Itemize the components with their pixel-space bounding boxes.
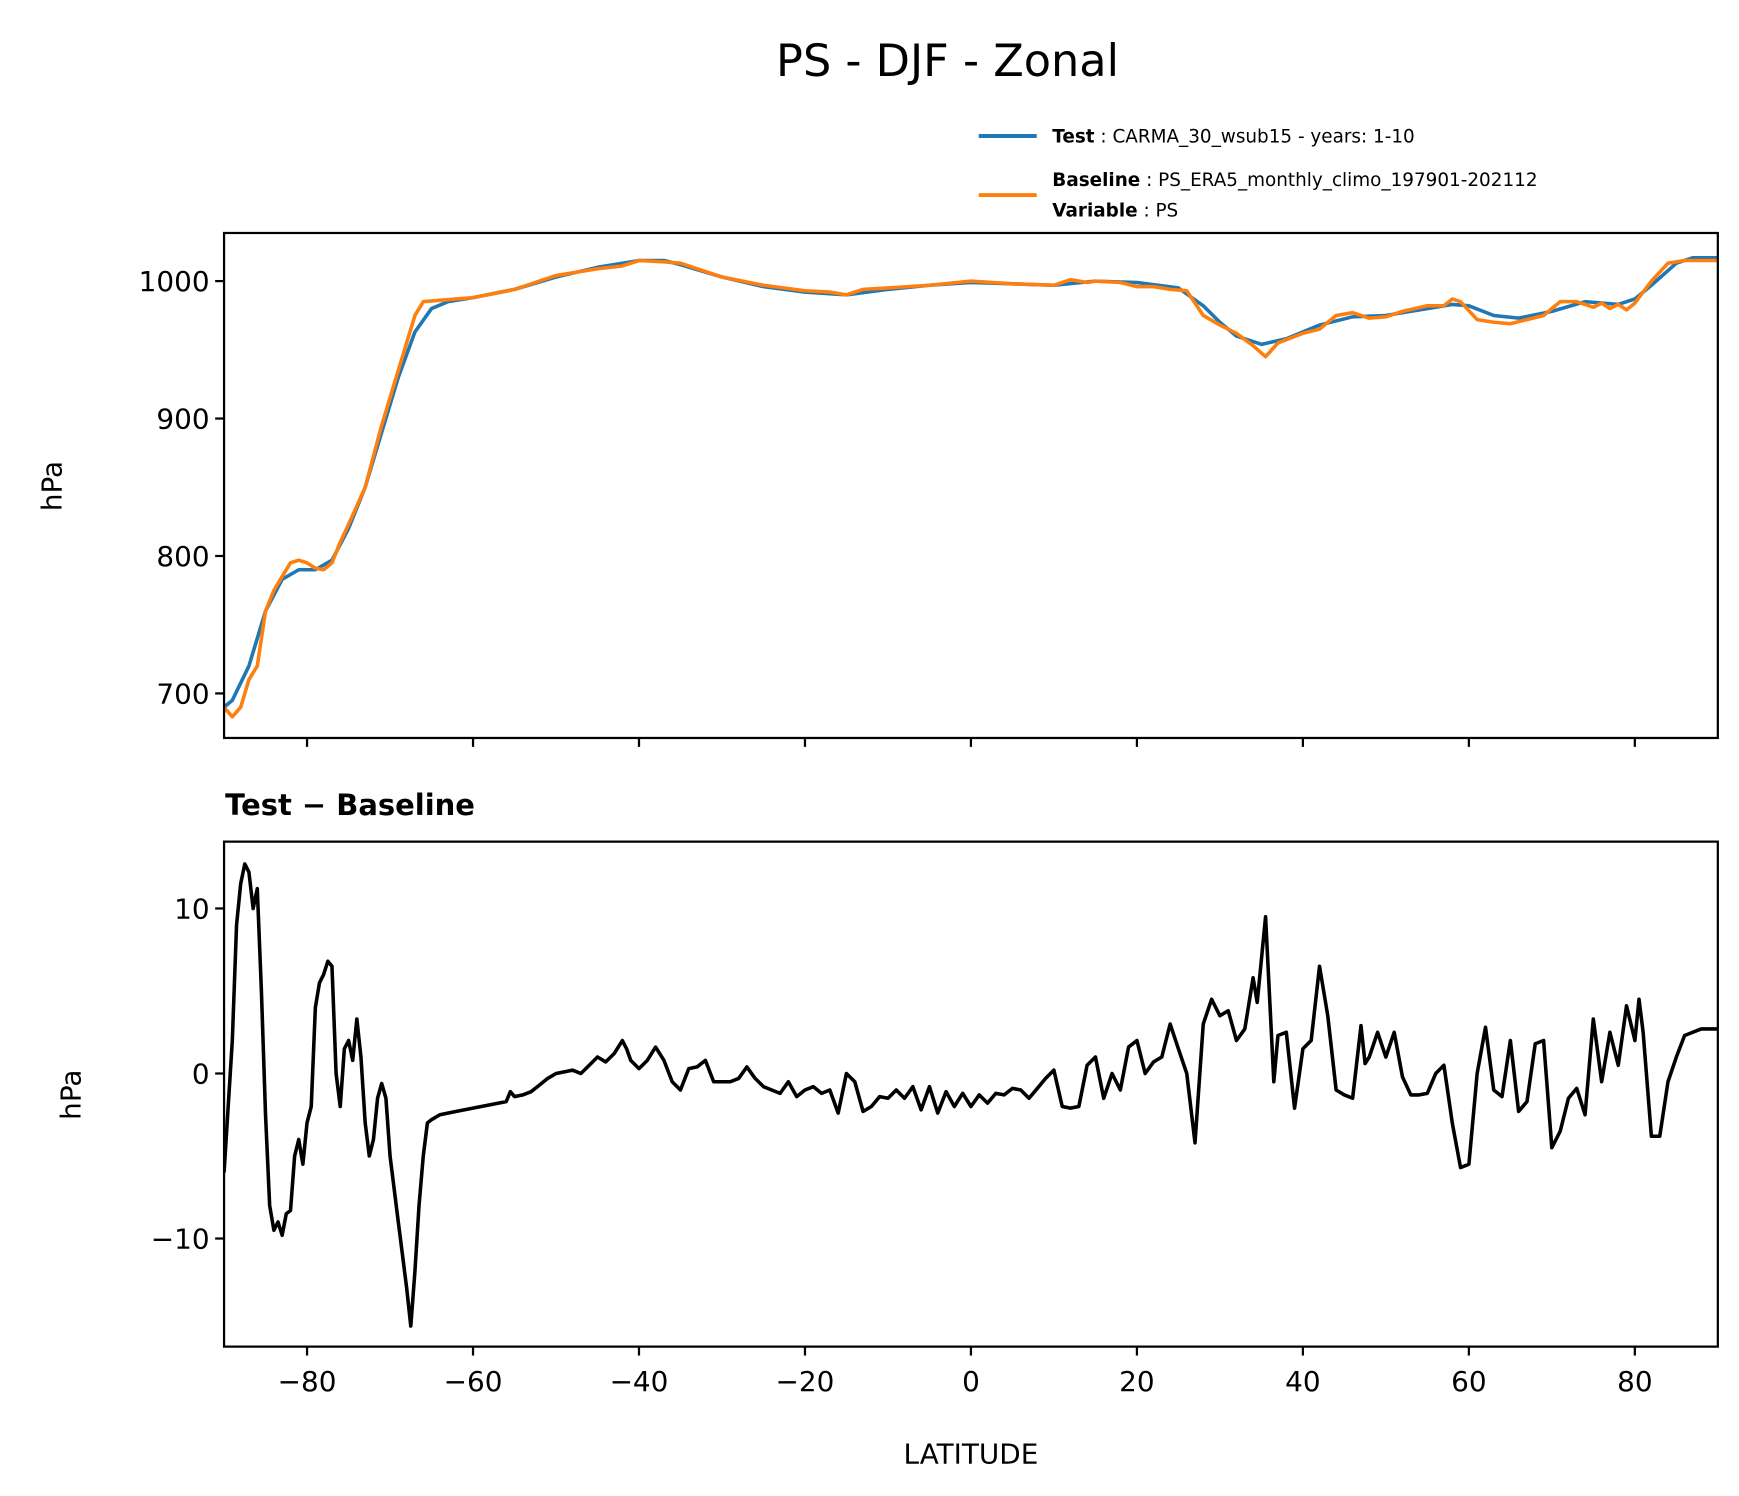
x-tick-label: 60 [1451, 1365, 1486, 1398]
axes-frame [222, 840, 1719, 1348]
y-tick-label: 10 [174, 893, 209, 926]
x-tick-label: −80 [278, 1365, 337, 1398]
top-axes: 700 800 900 1000 [139, 231, 1719, 747]
x-axis-label: LATITUDE [904, 1438, 1039, 1471]
bottom-axes: −10 0 10 −80 −60 −40 −20 0 20 40 60 80 [151, 840, 1719, 1398]
x-tick-label: 40 [1285, 1365, 1320, 1398]
bottom-subplot-title: Test − Baseline [225, 788, 475, 822]
legend-entry-variable: Variable : PS [1052, 200, 1178, 221]
y-tick-label: −10 [151, 1223, 210, 1256]
axes-frame [222, 231, 1719, 740]
legend-entry-test: Test : CARMA_30_wsub15 - years: 1-10 [1052, 127, 1414, 148]
legend-entry-baseline: Baseline : PS_ERA5_monthly_climo_197901-… [1052, 170, 1537, 191]
x-tick-label: −40 [610, 1365, 669, 1398]
top-y-axis-label: hPa [35, 461, 68, 511]
y-tick-label: 1000 [139, 265, 210, 298]
series-line-test [224, 255, 1718, 709]
x-tick-label: 0 [962, 1365, 980, 1398]
series-line-test-baseline [224, 862, 1718, 1328]
y-tick-label: 0 [192, 1058, 210, 1091]
series-line-baseline [224, 258, 1718, 719]
x-tick-label: −20 [776, 1365, 835, 1398]
x-tick-label: 20 [1119, 1365, 1154, 1398]
x-tick-label: 80 [1617, 1365, 1652, 1398]
chart-title: PS - DJF - Zonal [776, 35, 1119, 87]
legend: Test : CARMA_30_wsub15 - years: 1-10 Bas… [978, 127, 1538, 221]
y-tick-label: 800 [156, 540, 209, 573]
y-tick-label: 700 [156, 677, 209, 710]
bottom-y-axis-label: hPa [54, 1070, 87, 1120]
x-tick-label: −60 [444, 1365, 503, 1398]
y-tick-label: 900 [156, 403, 209, 436]
